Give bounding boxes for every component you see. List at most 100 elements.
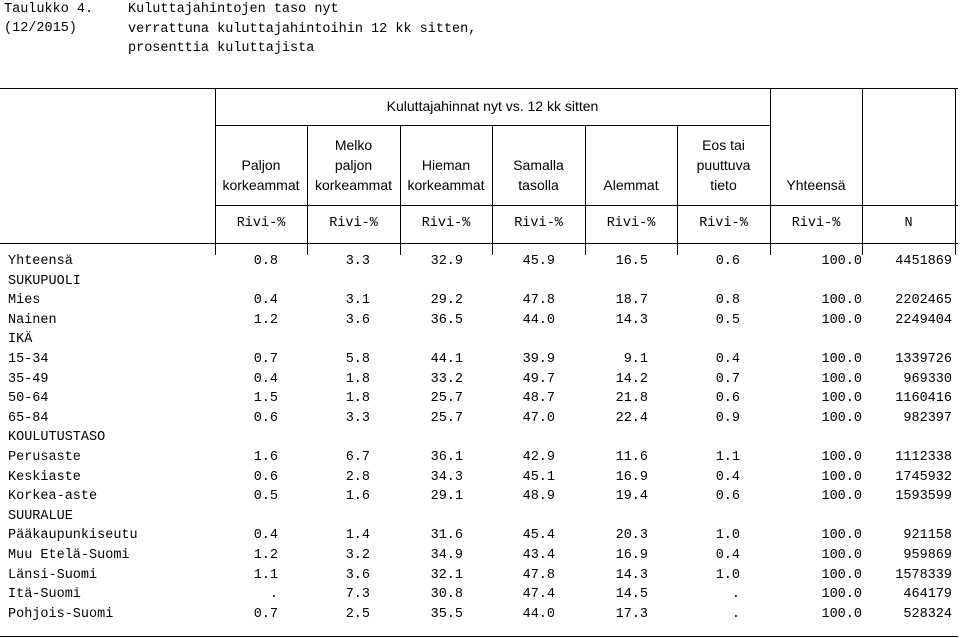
cell: 0.6 (715, 489, 740, 505)
cell: 9.1 (623, 352, 648, 367)
row-label: Mies (8, 293, 41, 309)
cell: 18.7 (615, 293, 648, 309)
cell: 45.1 (522, 469, 555, 485)
cell: 1.5 (253, 391, 278, 407)
cell: 100.0 (821, 410, 862, 426)
cell: 100.0 (821, 371, 862, 387)
column-header: korkeammat (222, 177, 300, 193)
cell: 44.1 (430, 352, 463, 367)
cell: 0.4 (253, 293, 278, 309)
cell: 6.7 (345, 450, 370, 465)
cell: 1.6 (253, 450, 278, 465)
row-label: Itä-Suomi (8, 587, 81, 603)
column-header: tieto (710, 177, 737, 193)
cell: 16.9 (615, 469, 648, 485)
cell: 0.8 (253, 254, 278, 269)
cell: 36.1 (430, 450, 463, 465)
cell: 100.0 (821, 548, 862, 563)
cell: 3.3 (345, 254, 370, 269)
column-header: puuttuva (696, 157, 751, 173)
column-header: Yhteensä (786, 177, 846, 193)
cell: 982397 (903, 410, 952, 426)
cell: 0.4 (715, 469, 740, 485)
cell: 14.2 (615, 371, 648, 387)
cell: 0.7 (253, 606, 278, 622)
cell: 0.4 (253, 528, 278, 544)
cell: 45.4 (522, 528, 555, 544)
cell: 100.0 (821, 587, 862, 603)
cell: 0.4 (253, 371, 278, 387)
row-label: Pääkaupunkiseutu (8, 528, 138, 544)
column-header: Samalla (513, 157, 564, 173)
cell: 47.8 (522, 567, 555, 583)
title-line: prosenttia kuluttajista (128, 41, 315, 56)
cell: 1593599 (895, 489, 952, 505)
cell: 0.6 (715, 391, 740, 407)
row-label: KOULUTUSTASO (8, 430, 106, 446)
cell: 0.4 (715, 352, 740, 367)
table-number: Taulukko 4. (4, 2, 94, 17)
cell: 19.4 (615, 489, 648, 505)
unit-header: Rivi-% (236, 216, 286, 231)
cell: 1.4 (345, 528, 370, 544)
cell: 100.0 (821, 254, 862, 269)
row-label: Korkea-aste (8, 489, 98, 505)
cell: 3.2 (345, 548, 370, 563)
row-label: 50-64 (8, 391, 49, 407)
unit-header: Rivi-% (421, 216, 471, 231)
row-label: 65-84 (8, 410, 49, 426)
cell: 25.7 (430, 391, 463, 407)
cell: 11.6 (615, 450, 648, 465)
row-label: IKÄ (8, 332, 33, 348)
cell: 1.6 (345, 489, 370, 505)
cell: 25.7 (430, 410, 463, 426)
cell: 43.4 (522, 548, 555, 563)
cell: 1.2 (253, 312, 278, 328)
cell: 959869 (903, 548, 952, 563)
cell: 5.8 (345, 352, 370, 367)
cell: 100.0 (821, 489, 862, 505)
cell: 1.1 (253, 567, 278, 583)
cell: . (731, 587, 740, 603)
cell: 44.0 (522, 606, 555, 622)
cell: 0.6 (715, 254, 740, 269)
date: (12/2015) (4, 21, 77, 36)
row-label: Keskiaste (8, 469, 81, 485)
row-label: SUURALUE (8, 508, 73, 524)
column-header: Alemmat (603, 177, 659, 193)
cell: 32.1 (430, 567, 463, 583)
cell: 0.4 (715, 548, 740, 563)
cell: 47.4 (522, 587, 555, 603)
cell: 1.1 (715, 450, 740, 465)
cell: 1745932 (895, 469, 952, 485)
row-label: SUKUPUOLI (8, 273, 81, 289)
cell: 0.6 (253, 469, 278, 485)
column-header: paljon (334, 157, 373, 173)
cell: 100.0 (821, 469, 862, 485)
cell: 3.3 (345, 410, 370, 426)
cell: 3.1 (345, 293, 370, 309)
cell: 0.7 (715, 371, 740, 387)
cell: 31.6 (430, 528, 463, 544)
cell: 3.6 (345, 567, 370, 583)
cell: 14.3 (615, 567, 648, 583)
column-header: korkeammat (407, 177, 485, 193)
cell: 7.3 (345, 587, 370, 603)
cell: 1112338 (895, 450, 952, 465)
cell: 4451869 (895, 254, 952, 269)
cell: 0.9 (715, 410, 740, 426)
cell: 1.2 (253, 548, 278, 563)
cell: 0.6 (253, 410, 278, 426)
cell: 0.5 (715, 312, 740, 328)
cell: 47.8 (522, 293, 555, 309)
cell: 1160416 (895, 391, 952, 407)
cell: 14.5 (615, 587, 648, 603)
column-header: Paljon (241, 157, 281, 173)
cell: 2202465 (895, 293, 952, 309)
cell: 21.8 (615, 391, 648, 407)
unit-header: Rivi-% (699, 216, 748, 231)
cell: 33.2 (430, 371, 463, 387)
title-line: Kuluttajahintojen taso nyt (128, 2, 339, 17)
